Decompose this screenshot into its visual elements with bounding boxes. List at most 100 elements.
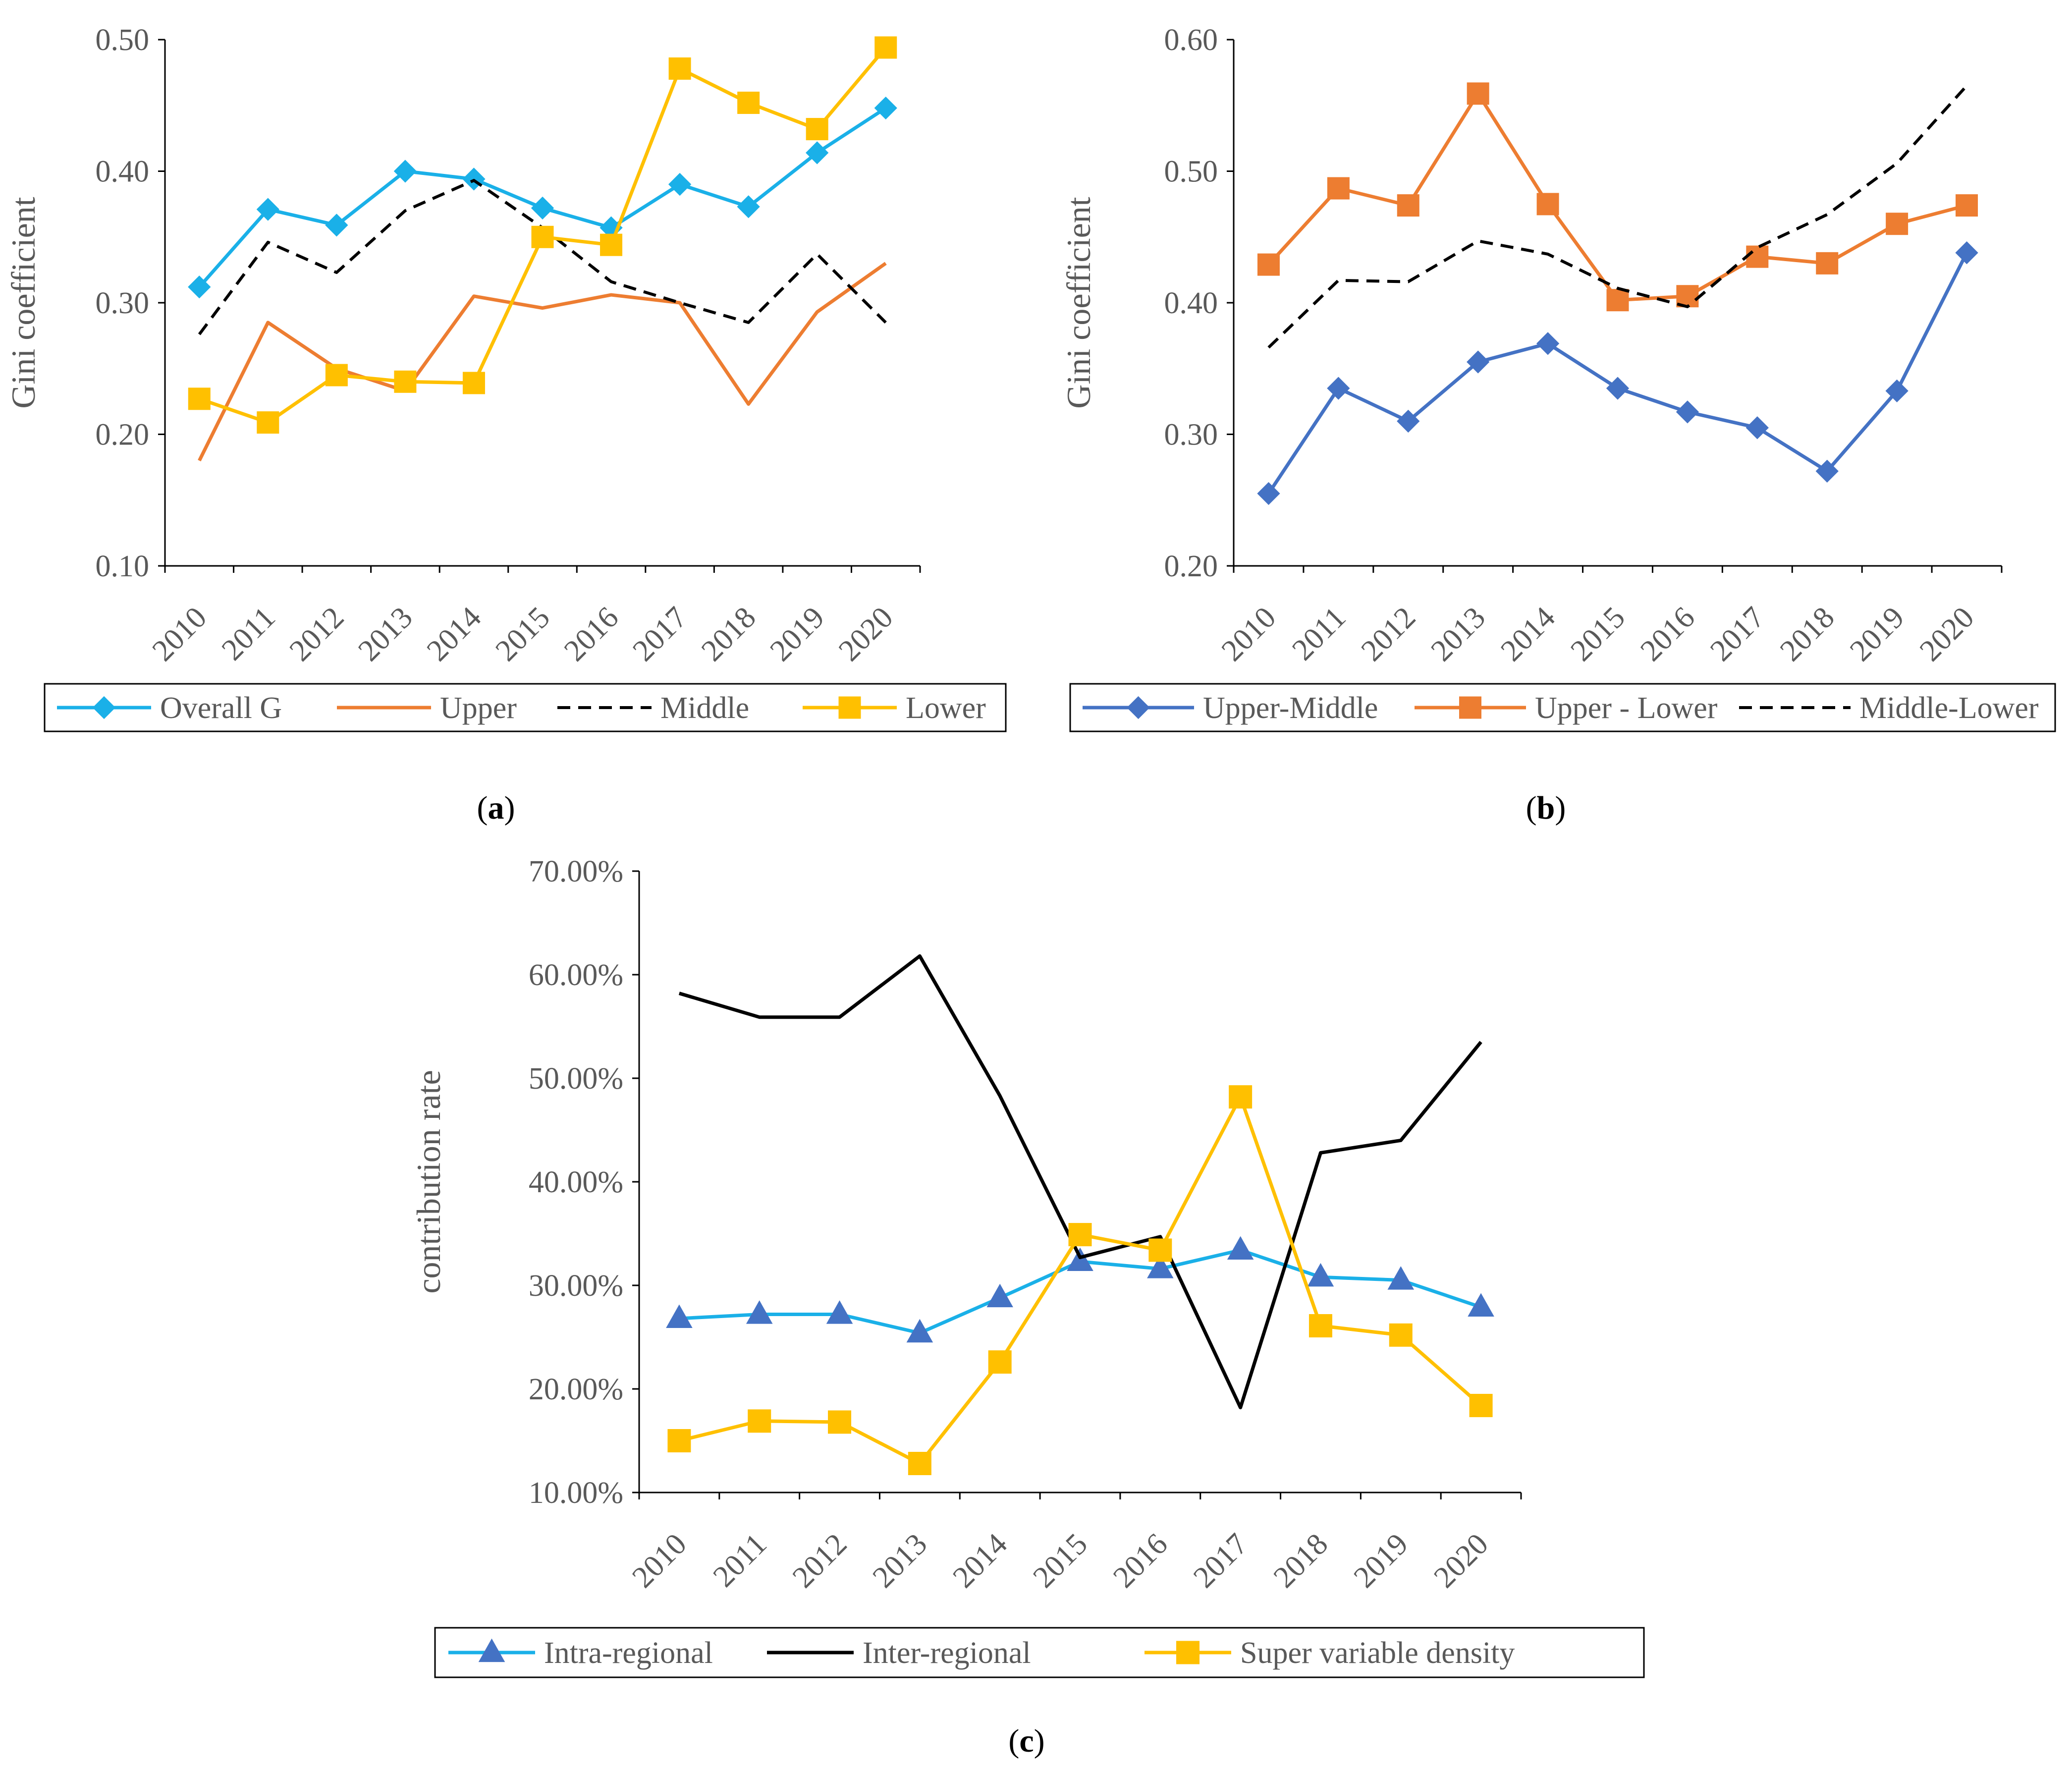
data-point xyxy=(1468,1293,1494,1317)
data-point xyxy=(325,214,348,237)
x-tick-label: 2020 xyxy=(1427,1527,1495,1595)
data-point xyxy=(1389,1323,1413,1347)
data-point xyxy=(828,1410,852,1434)
y-tick-label: 0.20 xyxy=(1164,550,1218,583)
legend-swatch-marker xyxy=(838,696,861,719)
legend-label: Middle xyxy=(660,691,749,725)
data-point xyxy=(1606,289,1629,312)
y-tick-label: 0.30 xyxy=(1164,418,1218,452)
x-tick-label: 2012 xyxy=(1355,601,1422,668)
y-axis-label: contribution rate xyxy=(410,1070,447,1293)
data-point xyxy=(600,233,623,256)
series-upper xyxy=(198,262,887,462)
x-tick-label: 2016 xyxy=(1107,1527,1174,1595)
data-point xyxy=(737,195,760,219)
y-tick-label: 0.40 xyxy=(96,155,150,189)
x-tick-label: 2019 xyxy=(1844,601,1911,668)
data-point xyxy=(1536,193,1559,216)
x-tick-label: 2010 xyxy=(146,601,213,668)
y-tick-label: 20.00% xyxy=(529,1373,623,1406)
x-tick-label: 2012 xyxy=(786,1527,854,1595)
y-tick-label: 60.00% xyxy=(529,958,623,992)
legend-swatch-marker xyxy=(1127,696,1150,719)
x-tick-label: 2017 xyxy=(1187,1527,1254,1595)
data-point xyxy=(986,1283,1013,1308)
legend-label: Overall G xyxy=(160,691,282,725)
legend-label: Inter-regional xyxy=(863,1636,1031,1670)
data-point xyxy=(668,172,692,196)
legend-box xyxy=(434,1627,1645,1678)
x-tick-label: 2019 xyxy=(763,601,831,668)
data-point xyxy=(393,160,417,183)
series-overall-g xyxy=(188,96,897,299)
x-tick-label: 2012 xyxy=(283,601,350,668)
data-point xyxy=(988,1350,1012,1374)
data-point xyxy=(746,1300,773,1324)
y-tick-label: 0.30 xyxy=(96,286,150,320)
y-tick-label: 10.00% xyxy=(529,1476,623,1510)
x-tick-label: 2013 xyxy=(1424,601,1492,668)
data-point xyxy=(1229,1085,1253,1109)
legend-label: Upper xyxy=(440,691,517,725)
data-point xyxy=(1327,377,1350,400)
chart-c: 10.00% 20.00% 30.00% 40.00% 50.00% 60.00% 70.0… xyxy=(410,855,1645,1759)
series-line xyxy=(1267,84,1968,349)
data-point xyxy=(1676,285,1699,308)
data-point xyxy=(1745,416,1769,440)
data-point xyxy=(188,276,211,299)
chart-a: 0.10 0.20 0.30 0.40 0.50 2010 2011 2012 2013 2014… xyxy=(4,23,1007,826)
legend: Intra-regional Inter-regional Super variab… xyxy=(434,1627,1645,1678)
y-tick-label: 30.00% xyxy=(529,1269,623,1303)
x-tick-label: 2020 xyxy=(1913,601,1981,668)
data-point xyxy=(1068,1223,1092,1247)
x-tick-label: 2020 xyxy=(832,601,900,668)
x-tick-label: 2013 xyxy=(866,1527,933,1595)
panel-label: (a) xyxy=(477,790,515,826)
series-upper-middle xyxy=(1257,241,1978,505)
x-tick-label: 2015 xyxy=(1564,601,1632,668)
data-point xyxy=(748,1409,771,1433)
data-point xyxy=(1536,332,1560,355)
panel-label: (c) xyxy=(1008,1723,1044,1759)
data-point xyxy=(188,387,211,410)
data-point xyxy=(1067,1247,1093,1271)
data-point xyxy=(1467,82,1489,105)
legend-box xyxy=(1069,683,2056,732)
data-point xyxy=(1467,350,1490,374)
x-tick-label: 2010 xyxy=(1215,601,1283,668)
data-point xyxy=(826,1300,853,1324)
y-tick-label: 0.50 xyxy=(1164,155,1218,189)
data-point xyxy=(1257,253,1280,276)
x-tick-label: 2016 xyxy=(558,601,625,668)
data-point xyxy=(1816,252,1839,275)
data-point xyxy=(325,364,348,387)
data-point xyxy=(1397,194,1419,217)
data-point xyxy=(1676,400,1699,424)
data-point xyxy=(908,1451,931,1475)
data-point xyxy=(806,118,828,141)
x-tick-label: 2011 xyxy=(216,601,282,667)
legend: Upper-Middle Upper - Lower Middle-Lower xyxy=(1069,683,2056,732)
y-tick-label: 0.60 xyxy=(1164,23,1218,57)
series-super-variable-density xyxy=(667,1085,1493,1475)
data-point xyxy=(906,1319,933,1343)
data-point xyxy=(874,36,897,59)
x-tick-label: 2014 xyxy=(1494,601,1562,668)
data-point xyxy=(1147,1255,1174,1278)
series-line xyxy=(1267,92,1967,302)
y-tick-label: 50.00% xyxy=(529,1062,623,1096)
x-tick-label: 2011 xyxy=(1286,601,1352,667)
y-tick-label: 0.50 xyxy=(96,23,150,57)
data-point xyxy=(806,141,829,165)
y-tick-label: 0.40 xyxy=(1164,286,1218,320)
legend-swatch-marker xyxy=(92,696,116,719)
series-line xyxy=(198,262,887,462)
data-point xyxy=(1227,1236,1254,1260)
data-point xyxy=(531,225,554,248)
legend-label: Upper - Lower xyxy=(1535,691,1718,725)
data-point xyxy=(531,196,554,220)
x-tick-label: 2015 xyxy=(489,601,556,668)
data-point xyxy=(1956,194,1978,217)
data-point xyxy=(1257,482,1280,505)
